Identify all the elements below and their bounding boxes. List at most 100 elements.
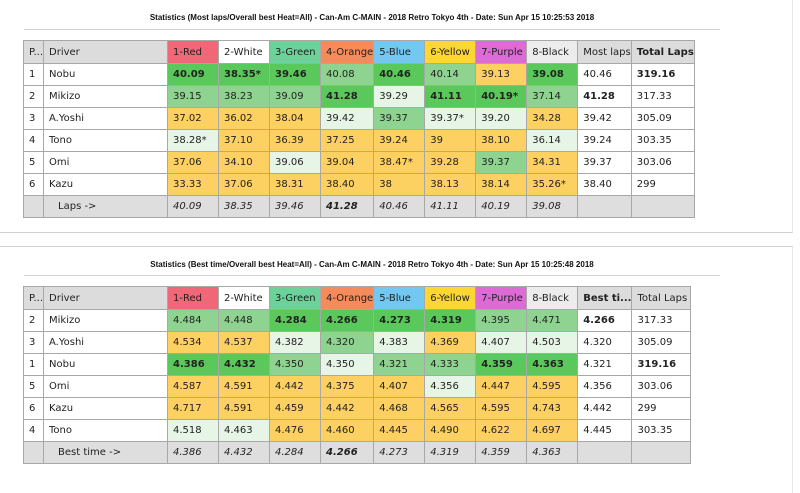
lap-cell: 39.20: [475, 107, 528, 130]
time-cell: 4.591: [218, 375, 271, 398]
total-laps-cell: 317.33: [631, 309, 692, 332]
header-yellow[interactable]: 6-Yellow: [424, 286, 477, 310]
driver-cell: Nobu: [43, 353, 169, 376]
table-row[interactable]: 1 Nobu 4.386 4.432 4.350 4.350 4.321 4.3…: [22, 353, 692, 376]
driver-cell: Omi: [43, 375, 169, 398]
most-laps-title: Statistics (Most laps/Overall best Heat=…: [149, 13, 595, 22]
summary-row: Laps -> 40.09 38.35 39.46 41.28 40.46 41…: [22, 195, 695, 218]
summary-empty-cell: [630, 195, 695, 218]
header-best-time[interactable]: Best ti...: [577, 286, 633, 310]
pos-cell: 4: [22, 419, 45, 442]
lap-cell: 38.13: [424, 173, 477, 196]
driver-cell: Nobu: [43, 63, 169, 86]
header-yellow[interactable]: 6-Yellow: [424, 40, 477, 64]
lap-cell: 39.42: [320, 107, 375, 130]
header-driver[interactable]: Driver: [43, 40, 169, 64]
header-white[interactable]: 2-White: [218, 40, 271, 64]
summary-cell: 40.46: [373, 195, 426, 218]
lap-cell: 38.04: [269, 107, 322, 130]
time-cell: 4.383: [373, 331, 426, 354]
table-row[interactable]: 6 Kazu 4.717 4.591 4.459 4.442 4.468 4.5…: [22, 397, 692, 420]
summary-label: Laps ->: [43, 195, 169, 218]
time-cell: 4.490: [424, 419, 477, 442]
time-cell: 4.320: [320, 331, 375, 354]
time-cell: 4.595: [475, 397, 528, 420]
header-orange[interactable]: 4-Orange: [320, 40, 375, 64]
table-row[interactable]: 6 Kazu 33.33 37.06 38.31 38.40 38 38.13 …: [22, 173, 695, 196]
header-purple[interactable]: 7-Purple: [475, 286, 528, 310]
total-laps-cell: 299: [631, 397, 692, 420]
table-row[interactable]: 4 Tono 38.28* 37.10 36.39 37.25 39.24 39…: [22, 129, 695, 152]
header-most-laps[interactable]: Most laps: [577, 40, 632, 64]
total-laps-cell: 317.33: [630, 85, 695, 108]
time-cell: 4.356: [424, 375, 477, 398]
driver-cell: Omi: [43, 151, 169, 174]
lap-cell: 39.09: [269, 85, 322, 108]
best-time-cell: 4.356: [577, 375, 633, 398]
time-cell: 4.591: [218, 397, 271, 420]
header-white[interactable]: 2-White: [218, 286, 271, 310]
lap-cell: 34.10: [218, 151, 271, 174]
time-cell: 4.350: [320, 353, 375, 376]
lap-cell: 40.14: [424, 63, 477, 86]
lap-cell: 39.06: [269, 151, 322, 174]
header-driver[interactable]: Driver: [43, 286, 169, 310]
total-laps-cell: 303.06: [631, 375, 692, 398]
header-black[interactable]: 8-Black: [526, 40, 579, 64]
lap-cell: 38.35*: [218, 63, 271, 86]
pos-cell: 3: [22, 331, 45, 354]
best-time-cell: 4.445: [577, 419, 633, 442]
table-row[interactable]: 2 Mikizo 39.15 38.23 39.09 41.28 39.29 4…: [22, 85, 695, 108]
pos-cell: 2: [22, 85, 45, 108]
time-cell: 4.448: [218, 309, 271, 332]
time-cell: 4.463: [218, 419, 271, 442]
lap-cell: 36.02: [218, 107, 271, 130]
table-row[interactable]: 3 A.Yoshi 4.534 4.537 4.382 4.320 4.383 …: [22, 331, 692, 354]
header-total-laps[interactable]: Total Laps: [630, 40, 695, 64]
table-row[interactable]: 2 Mikizo 4.484 4.448 4.284 4.266 4.273 4…: [22, 309, 692, 332]
table-row[interactable]: 1 Nobu 40.09 38.35* 39.46 40.08 40.46 40…: [22, 63, 695, 86]
time-cell: 4.375: [320, 375, 375, 398]
time-cell: 4.407: [475, 331, 528, 354]
total-laps-cell: 303.35: [631, 419, 692, 442]
most-laps-cell: 39.24: [577, 129, 632, 152]
header-green[interactable]: 3-Green: [269, 286, 322, 310]
summary-cell: 40.09: [167, 195, 220, 218]
table-row[interactable]: 4 Tono 4.518 4.463 4.476 4.460 4.445 4.4…: [22, 419, 692, 442]
best-time-table: P... Driver 1-Red 2-White 3-Green 4-Oran…: [22, 286, 692, 464]
lap-cell: 37.02: [167, 107, 220, 130]
best-time-cell: 4.442: [577, 397, 633, 420]
lap-cell: 35.26*: [526, 173, 579, 196]
time-cell: 4.459: [269, 397, 322, 420]
lap-cell: 36.39: [269, 129, 322, 152]
header-red[interactable]: 1-Red: [167, 40, 220, 64]
pos-cell: 6: [22, 397, 45, 420]
lap-cell: 39.24: [373, 129, 426, 152]
header-pos[interactable]: P...: [22, 286, 45, 310]
header-blue[interactable]: 5-Blue: [373, 40, 426, 64]
lap-cell: 37.10: [218, 129, 271, 152]
lap-cell: 39.08: [526, 63, 579, 86]
header-black[interactable]: 8-Black: [526, 286, 579, 310]
lap-cell: 38.23: [218, 85, 271, 108]
pos-cell: 5: [22, 151, 45, 174]
time-cell: 4.407: [373, 375, 426, 398]
table-row[interactable]: 5 Omi 4.587 4.591 4.442 4.375 4.407 4.35…: [22, 375, 692, 398]
summary-row: Best time -> 4.386 4.432 4.284 4.266 4.2…: [22, 441, 692, 464]
time-cell: 4.534: [167, 331, 220, 354]
header-total-laps[interactable]: Total Laps: [631, 286, 692, 310]
header-purple[interactable]: 7-Purple: [475, 40, 528, 64]
header-pos[interactable]: P...: [22, 40, 45, 64]
header-red[interactable]: 1-Red: [167, 286, 220, 310]
table-row[interactable]: 5 Omi 37.06 34.10 39.06 39.04 38.47* 39.…: [22, 151, 695, 174]
summary-cell: 39.46: [269, 195, 322, 218]
summary-cell: 4.363: [526, 441, 579, 464]
time-cell: 4.697: [526, 419, 579, 442]
table-row[interactable]: 3 A.Yoshi 37.02 36.02 38.04 39.42 39.37 …: [22, 107, 695, 130]
summary-cell: 4.432: [218, 441, 271, 464]
time-cell: 4.442: [269, 375, 322, 398]
header-blue[interactable]: 5-Blue: [373, 286, 426, 310]
header-orange[interactable]: 4-Orange: [320, 286, 375, 310]
driver-cell: Kazu: [43, 173, 169, 196]
header-green[interactable]: 3-Green: [269, 40, 322, 64]
